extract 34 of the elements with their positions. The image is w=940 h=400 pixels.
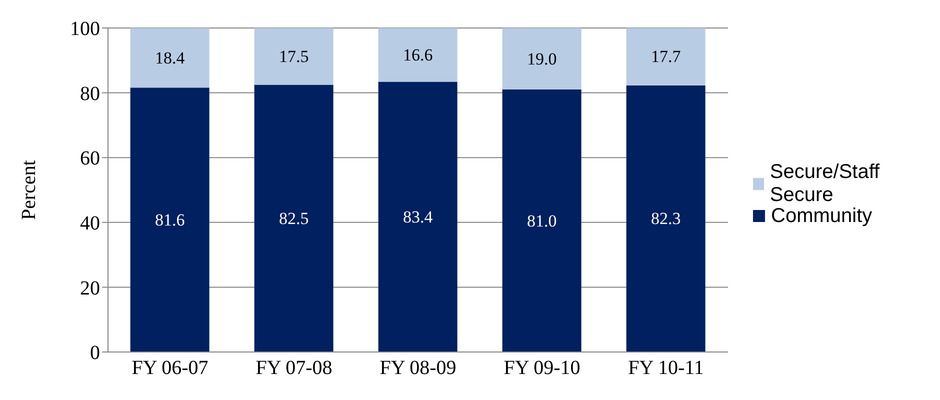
legend-label: Secure/Staff Secure [770,161,881,207]
x-tick-label: FY 06-07 [132,357,208,380]
data-label: 19.0 [526,49,557,68]
data-label: 17.7 [650,47,682,66]
bar [378,28,458,82]
bar [502,90,582,352]
bar [254,84,334,352]
data-label: 17.5 [278,46,309,66]
bar [502,28,582,90]
x-tick-label: FY 10-11 [628,357,704,380]
y-tick-label: 100 [70,18,100,40]
data-label: 83.4 [402,207,434,226]
y-tick-label: 40 [80,212,100,234]
data-label: 82.5 [278,208,309,228]
bar [378,82,458,352]
y-tick-label: 60 [80,148,100,170]
legend-label: Community [771,204,872,228]
data-label: 82.3 [650,209,681,228]
bar [130,28,210,88]
x-tick-label: FY 07-08 [256,357,332,380]
data-label: 18.4 [154,48,186,68]
data-label: 81.0 [526,211,557,230]
bar [626,28,706,86]
bar [626,85,706,352]
bar [254,28,334,85]
y-tick-label: 0 [90,342,100,364]
data-label: 81.6 [154,210,185,230]
data-label: 16.6 [402,45,433,64]
y-tick-label: 20 [80,277,100,300]
x-tick-label: FY 09-10 [504,357,580,380]
bar [130,88,210,352]
x-tick-label: FY 08-09 [380,357,456,380]
y-tick-label: 80 [80,82,100,105]
y-axis-title: Percent [18,160,40,220]
